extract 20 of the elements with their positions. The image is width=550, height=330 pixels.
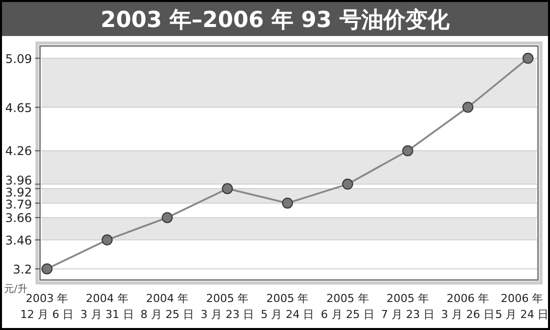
y-tick-label: 4.65 bbox=[5, 100, 32, 115]
y-tick-label: 3.79 bbox=[5, 197, 32, 212]
y-tick-label: 4.26 bbox=[5, 144, 32, 158]
x-tick-label: 2005 年 6 月 25 日 bbox=[320, 292, 374, 321]
x-tick-label: 2004 年 8 月 25 日 bbox=[140, 292, 194, 321]
x-tick-label: 2006 年 5 月 24 日 bbox=[495, 292, 549, 321]
x-tick-label: 2004 年 3 月 31 日 bbox=[80, 292, 134, 321]
x-tick-label: 2006 年 3 月 26 日 bbox=[441, 292, 495, 321]
y-tick-label: 5.09 bbox=[5, 52, 32, 66]
x-tick-label: 2005 年 5 月 24 日 bbox=[260, 292, 314, 321]
y-tick-label: 3.66 bbox=[5, 211, 32, 226]
x-tick-label: 2005 年 7 月 23 日 bbox=[381, 292, 434, 321]
x-tick-label: 2005 年 3 月 23 日 bbox=[200, 292, 254, 321]
y-axis-title: 元/升 bbox=[4, 283, 28, 295]
y-tick-label: 3.96 bbox=[5, 174, 32, 188]
y-tick-label: 3.92 bbox=[5, 186, 32, 200]
chart-title: 2003 年–2006 年 93 号油价变化 bbox=[100, 7, 450, 33]
y-tick-label: 3.46 bbox=[5, 233, 32, 248]
x-tick-label: 2003 年 12 月 6 日 bbox=[20, 292, 74, 321]
y-tick-label: 3.2 bbox=[12, 262, 32, 276]
